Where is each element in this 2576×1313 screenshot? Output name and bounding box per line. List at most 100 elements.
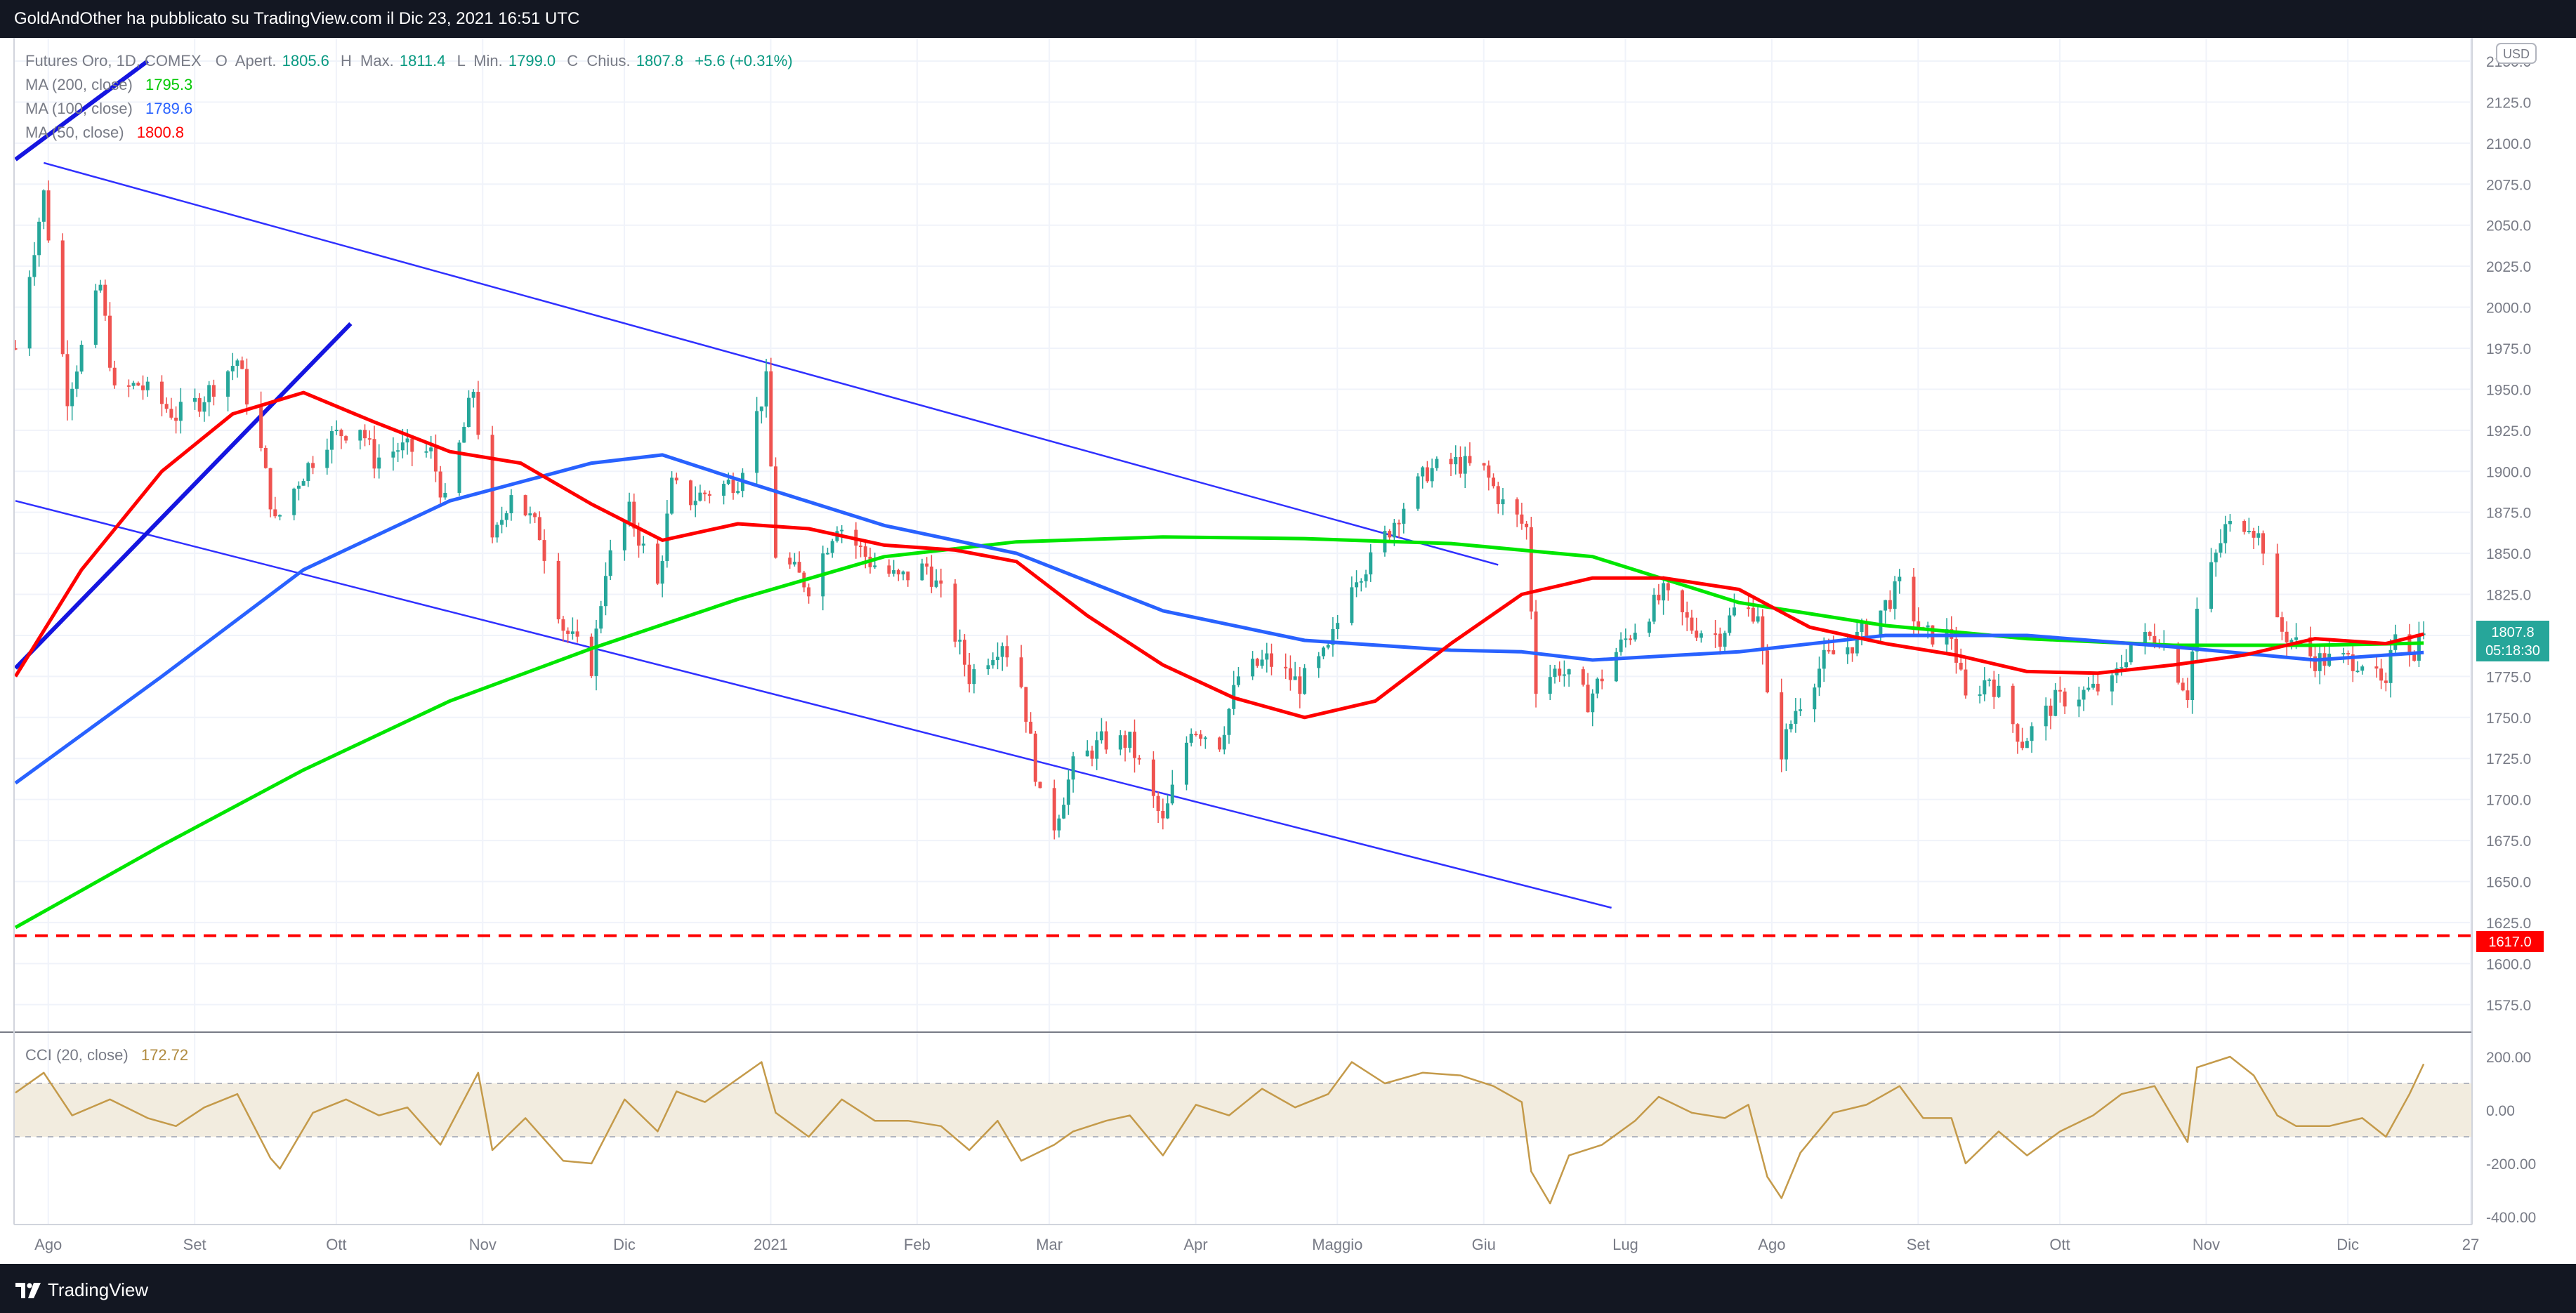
cci-tick: 200.00: [2486, 1050, 2531, 1066]
candle-body: [537, 517, 541, 541]
price-tick: 1900.0: [2486, 464, 2531, 480]
currency-badge[interactable]: USD: [2496, 43, 2537, 64]
candle-body: [2261, 533, 2265, 554]
legend-cci[interactable]: CCI (20, close) 172.72: [25, 1046, 188, 1064]
candle-body: [698, 492, 702, 501]
candle-body: [240, 360, 244, 369]
low-key: L: [457, 52, 466, 70]
candle-body: [1251, 659, 1255, 677]
candle-body: [1912, 576, 1916, 622]
candle-body: [1817, 668, 1821, 688]
candle-body: [93, 290, 98, 345]
candle-body: [2030, 726, 2034, 741]
low-value: 1799.0: [508, 52, 556, 70]
candle-body: [1761, 616, 1765, 651]
cci-axis[interactable]: 200.00 0.00 -200.00 -400.00: [2486, 1050, 2536, 1226]
legend-ma50[interactable]: MA (50, close) 1800.8: [25, 124, 184, 141]
candle-body: [1987, 679, 1992, 681]
cci-label: CCI (20, close): [25, 1046, 129, 1064]
candle-body: [466, 397, 471, 428]
chart-canvas[interactable]: 2150.02125.02100.02075.02050.02025.02000…: [0, 38, 2576, 1264]
candle-body: [70, 388, 74, 407]
candle-body: [1832, 650, 1836, 654]
grid: [14, 38, 2472, 1225]
cci-pane: [14, 1055, 2472, 1205]
price-tick: 1975.0: [2486, 341, 2531, 357]
candle-body: [1789, 723, 1793, 730]
candle-body: [2190, 651, 2195, 700]
ma50-label: MA (50, close): [25, 124, 124, 141]
change-value: +5.6 (+0.31%): [695, 52, 792, 70]
candle-body: [2091, 683, 2095, 688]
candle-body: [2058, 690, 2062, 692]
candle-body: [1884, 600, 1888, 611]
candle-body: [972, 669, 976, 685]
cci-band: [14, 1083, 2472, 1137]
candle-body: [627, 501, 631, 522]
currency-label: USD: [2503, 47, 2530, 61]
high-value: 1811.4: [400, 52, 446, 70]
candle-body: [1756, 616, 1760, 622]
candle-body: [1954, 638, 1958, 663]
cci-line: [15, 1055, 2425, 1205]
candle-body: [1052, 788, 1056, 831]
candle-body: [792, 562, 796, 565]
candle-body: [622, 521, 626, 550]
candle-body: [268, 468, 272, 510]
time-axis[interactable]: Ago Set Ott Nov Dic 2021 Feb Mar Apr Maggio Giu Lug…: [34, 1236, 2479, 1253]
candle-body: [60, 240, 65, 355]
candle-body: [367, 438, 372, 440]
candle-body: [1458, 456, 1462, 474]
candle-body: [471, 392, 475, 398]
candle-body: [145, 381, 150, 390]
candle-body: [410, 438, 414, 452]
candle-body: [1321, 647, 1325, 656]
legend-ma200[interactable]: MA (200, close) 1795.3: [25, 76, 192, 93]
candle-body: [1732, 607, 1736, 616]
candle-body: [1898, 576, 1902, 581]
cci-tick: 0.00: [2486, 1103, 2515, 1119]
candle-body: [1331, 628, 1335, 645]
candle-body: [1066, 779, 1070, 805]
candle-body: [1156, 796, 1160, 812]
candle-body: [901, 571, 905, 575]
candle-body: [707, 494, 711, 496]
publish-info: GoldAndOther ha pubblicato su TradingVie…: [0, 0, 2576, 38]
price-tick: 2075.0: [2486, 177, 2531, 193]
candle-body: [306, 463, 310, 482]
candle-body: [509, 495, 513, 513]
price-tick: 1600.0: [2486, 956, 2531, 972]
candle-body: [1827, 649, 1831, 652]
candle-body: [2195, 608, 2199, 652]
high-label: Max.: [360, 52, 394, 70]
time-label: Feb: [904, 1236, 931, 1253]
price-tick: 1775.0: [2486, 669, 2531, 685]
candle-body: [1454, 456, 1458, 465]
candle-body: [1662, 583, 1666, 601]
candle-body: [523, 495, 527, 516]
candle-body: [339, 430, 343, 437]
tradingview-logo[interactable]: TradingView: [15, 1279, 148, 1301]
candle-body: [2148, 632, 2152, 636]
candle-body: [443, 492, 447, 498]
candle-body: [1170, 784, 1174, 804]
candle-body: [112, 367, 117, 385]
candle-body: [344, 436, 348, 441]
candle-body: [1718, 633, 1722, 647]
candle-body: [2020, 741, 2025, 748]
candle-body: [98, 284, 103, 291]
legend-ma100[interactable]: MA (100, close) 1789.6: [25, 100, 192, 117]
candle-body: [1095, 740, 1099, 759]
candle-body: [958, 640, 962, 642]
candle-body: [2053, 690, 2058, 716]
candle-body: [2294, 637, 2299, 640]
candle-body: [1085, 750, 1089, 757]
candle-body: [1350, 587, 1354, 623]
candle-body: [2318, 653, 2322, 671]
candle-body: [1203, 737, 1207, 739]
candle-body: [2049, 705, 2053, 716]
candle-body: [1033, 733, 1037, 782]
candle-body: [2285, 631, 2289, 643]
trend-channel: [13, 59, 1612, 909]
ma100-line: [14, 453, 2424, 785]
